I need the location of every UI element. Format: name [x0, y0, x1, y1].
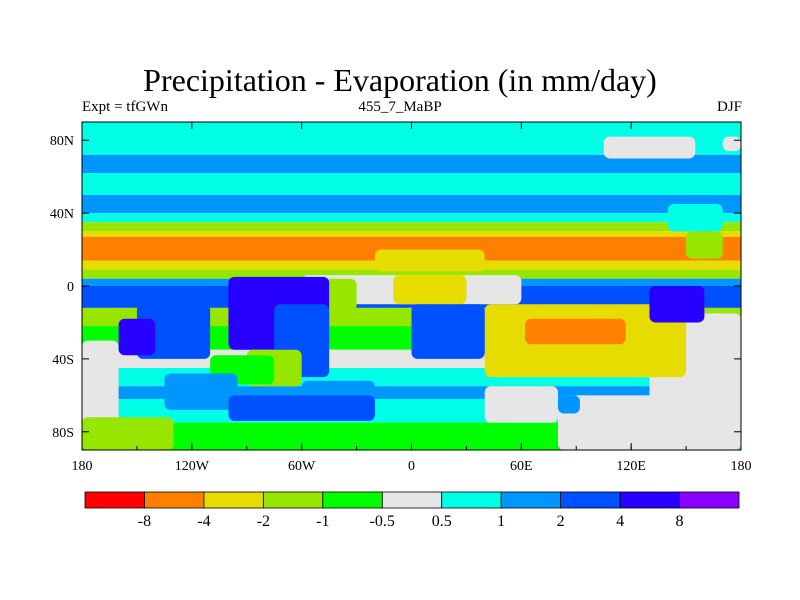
season-label: DJF	[716, 99, 742, 115]
colorbar-label: 1	[497, 513, 505, 530]
x-tick-label: 120E	[616, 459, 646, 474]
field-band	[82, 222, 741, 232]
field-region	[603, 136, 696, 159]
colorbar-swatch	[560, 491, 621, 509]
colorbar-swatch	[381, 491, 443, 509]
field-region	[411, 304, 485, 359]
colorbar-label: 2	[557, 513, 565, 530]
y-tick-label: 40N	[50, 207, 74, 222]
colorbar-swatch	[619, 491, 680, 509]
x-tick-label: 60E	[510, 459, 533, 474]
colorbar-swatch	[144, 491, 205, 509]
field-band	[82, 231, 741, 237]
x-tick-label: 60W	[288, 459, 316, 474]
field-region	[393, 275, 467, 305]
y-tick-label: 0	[67, 280, 74, 295]
field-region	[722, 136, 741, 152]
x-tick-label: 180	[72, 459, 93, 474]
colorbar-swatch	[203, 491, 264, 509]
field-region	[118, 318, 156, 356]
period-label: 455_7_MaBP	[358, 99, 442, 115]
field-region	[649, 286, 705, 323]
chart-title: Precipitation - Evaporation (in mm/day)	[143, 62, 657, 98]
colorbar-label: 8	[676, 513, 684, 530]
field-region	[484, 386, 558, 423]
colorbar-swatch	[262, 491, 324, 509]
colorbar-label: -8	[138, 513, 151, 530]
field-region	[82, 417, 174, 450]
field-region	[228, 395, 375, 421]
field-band	[82, 173, 741, 195]
colorbar-label: -0.5	[370, 513, 395, 530]
field-region	[557, 395, 580, 414]
colorbar-label: -2	[257, 513, 270, 530]
colorbar-label: -1	[316, 513, 329, 530]
colorbar-swatch	[84, 491, 145, 509]
field-region	[667, 204, 723, 232]
colorbar-label: 4	[616, 513, 624, 530]
colorbar-swatch	[500, 491, 562, 509]
field-band	[82, 213, 741, 223]
y-tick-label: 40S	[52, 353, 74, 368]
field-band	[82, 154, 741, 174]
colorbar-swatch	[441, 491, 502, 509]
colorbar-swatch	[322, 491, 383, 509]
field-region	[374, 249, 485, 272]
field-region	[557, 395, 741, 450]
colorbar-swatch	[679, 491, 740, 509]
field-region	[686, 231, 723, 259]
colorbar-label: 0.5	[432, 513, 452, 530]
field-band	[82, 236, 741, 261]
x-tick-label: 120W	[175, 459, 210, 474]
field-band	[82, 269, 741, 279]
field-region	[164, 373, 238, 410]
x-tick-label: 180	[731, 459, 752, 474]
y-tick-label: 80S	[52, 426, 74, 441]
experiment-label: Expt = tfGWn	[82, 99, 168, 115]
x-tick-label: 0	[408, 459, 415, 474]
field-band	[82, 194, 741, 214]
colorbar-label: -4	[197, 513, 210, 530]
y-tick-label: 80N	[50, 134, 74, 149]
field-region	[82, 340, 119, 441]
field-region	[524, 318, 626, 345]
